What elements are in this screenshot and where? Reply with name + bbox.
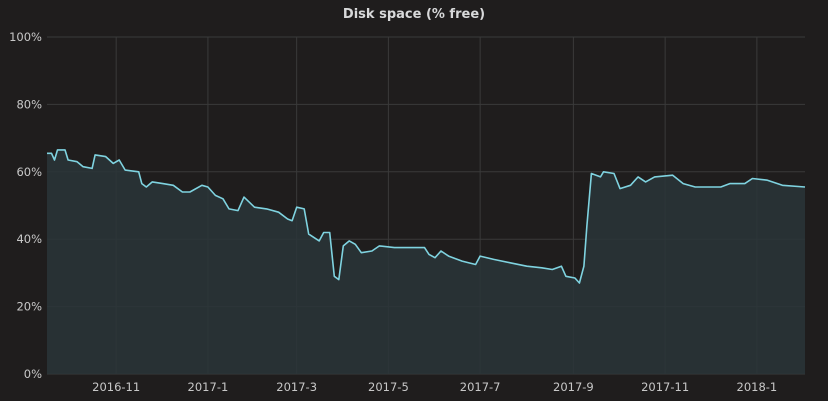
panel-title[interactable]: Disk space (% free) — [342, 7, 486, 22]
x-tick-label: 2017-3 — [276, 380, 317, 394]
x-tick-label: 2017-11 — [641, 380, 689, 394]
x-tick-label: 2017-7 — [460, 380, 501, 394]
y-tick-label: 100% — [9, 30, 42, 44]
series-line — [47, 149, 806, 284]
y-tick-label: 60% — [16, 165, 42, 179]
y-tick-label: 40% — [16, 232, 42, 246]
x-tick-label: 2017-9 — [553, 380, 594, 394]
y-tick-label: 20% — [16, 300, 42, 314]
x-tick-label: 2017-1 — [188, 380, 229, 394]
y-tick-label: 80% — [16, 97, 42, 111]
series-area — [47, 149, 805, 374]
x-tick-label: 2017-5 — [368, 380, 409, 394]
x-tick-label: 2018-1 — [737, 380, 778, 394]
x-tick-label: 2016-11 — [92, 380, 140, 394]
y-tick-label: 0% — [24, 367, 42, 381]
